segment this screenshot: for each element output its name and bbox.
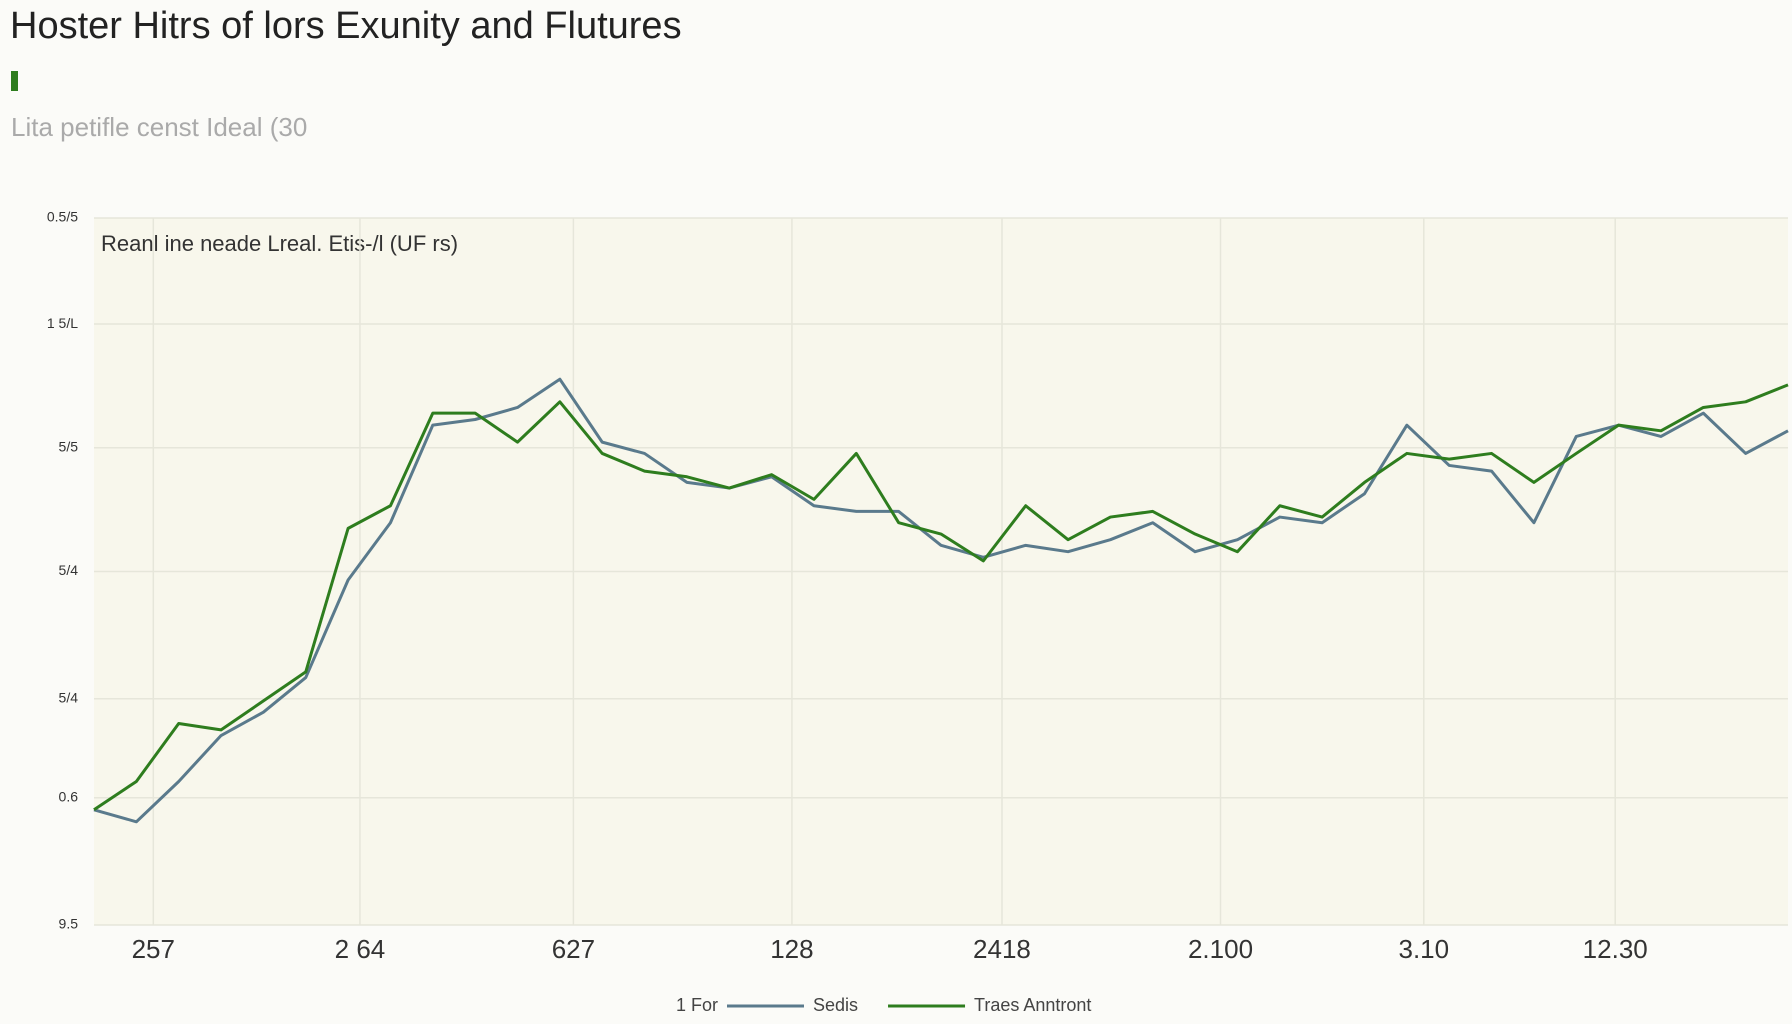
y-tick-label: 0.5/5: [47, 209, 78, 225]
legend-label: Traes Anntront: [974, 995, 1091, 1015]
series-line: [93, 377, 1789, 824]
subtitle: Lita petifle censt Ideal (30: [11, 112, 307, 142]
x-tick-label: 3.10: [1398, 934, 1449, 964]
x-tick-label: 627: [552, 934, 595, 964]
x-tick-label: 2.100: [1188, 934, 1253, 964]
x-tick-label: 257: [132, 934, 175, 964]
x-tick-label: 128: [770, 934, 813, 964]
y-tick-label: 9.5: [59, 916, 79, 932]
chart-title: Hoster Hitrs of lors Exunity and Fluture…: [10, 5, 682, 47]
y-tick-label: 5/5: [59, 438, 79, 454]
legend-label: Sedis: [813, 995, 858, 1015]
y-tick-label: 1 5/L: [47, 315, 78, 331]
y-tick-label: 5/4: [59, 689, 79, 705]
accent-mark: [11, 71, 18, 91]
x-tick-label: 2418: [973, 934, 1031, 964]
x-tick-label: 2 64: [335, 934, 386, 964]
y-tick-label: 0.6: [59, 788, 79, 804]
y-tick-label: 5/4: [59, 562, 79, 578]
legend-title: 1 For: [676, 995, 718, 1015]
series-line: [93, 383, 1789, 812]
annotation: Reanl ine neade Lreal. Etis-/l (UF rs): [101, 231, 458, 256]
x-tick-label: 12.30: [1583, 934, 1648, 964]
